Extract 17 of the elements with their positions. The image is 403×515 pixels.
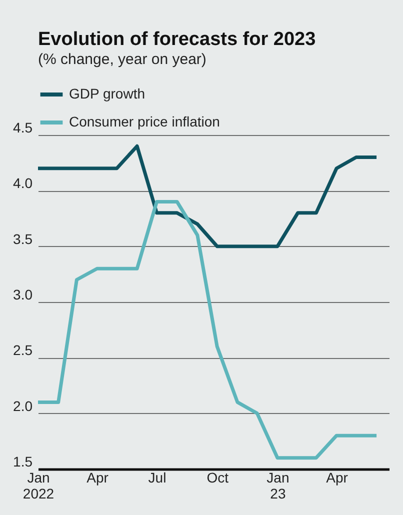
y-tick-label: 2.0	[13, 398, 33, 414]
chart-title: Evolution of forecasts for 2023	[38, 29, 316, 50]
x-tick-label: Oct	[206, 470, 229, 486]
x-tick-label: Apr	[326, 470, 348, 486]
x-tick-label: Apr	[86, 470, 109, 486]
x-tick-label: Jan 2022	[22, 470, 54, 502]
x-tick-label: Jul	[148, 470, 166, 486]
chart-subtitle: (% change, year on year)	[38, 51, 206, 68]
legend-label: GDP growth	[69, 86, 145, 102]
y-tick-label: 4.5	[13, 120, 33, 136]
y-tick-label: 2.5	[13, 342, 33, 358]
y-tick-label: 3.5	[13, 230, 33, 247]
legend-label: Consumer price inflation	[69, 114, 220, 130]
y-tick-label: 4.0	[13, 175, 33, 192]
y-tick-label: 1.5	[13, 454, 33, 470]
y-tick-label: 3.0	[13, 286, 33, 302]
x-tick-label: Jan 23	[266, 470, 290, 502]
